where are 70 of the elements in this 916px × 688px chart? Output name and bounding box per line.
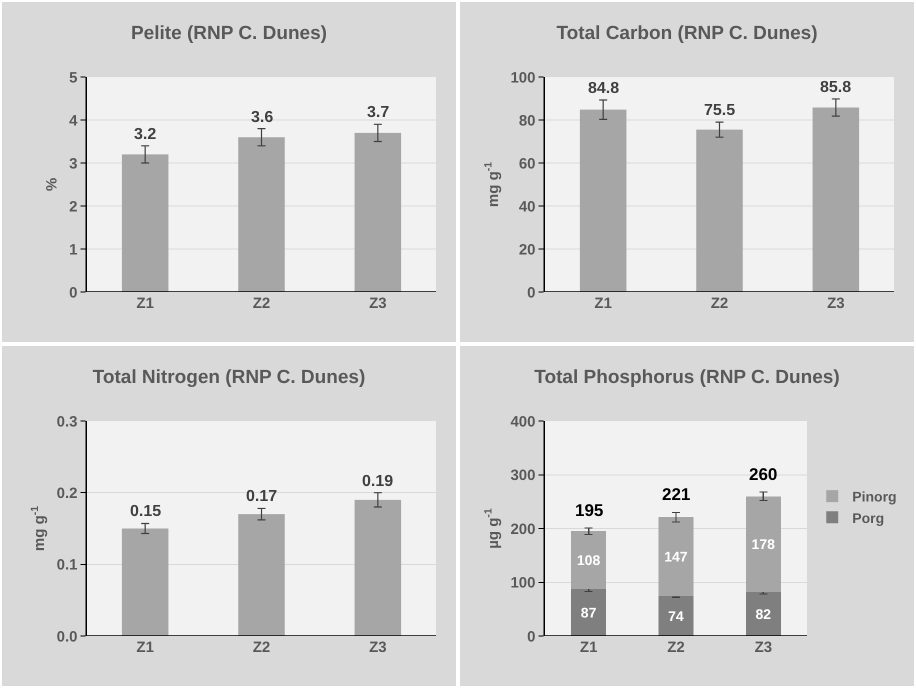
data-label: 147 [664,548,688,565]
y-tick-label: 300 [510,467,536,484]
x-tick-label: Z2 [710,295,728,312]
chart-title: Total Carbon (RNP C. Dunes) [556,23,818,44]
bar [122,154,168,292]
data-label: 85.8 [820,79,852,96]
y-tick-label: 0.0 [56,628,78,646]
y-tick-label: 100 [510,69,536,86]
data-label: 3.6 [251,109,274,126]
bar [354,132,402,292]
data-label: 3.2 [134,126,156,143]
data-label: 178 [752,536,776,552]
bar [658,517,694,596]
y-tick-label: 0 [69,284,78,302]
y-tick-label: 2 [69,198,78,216]
bar [571,531,606,590]
bar [580,110,626,292]
x-tick-label: Z1 [594,295,612,312]
bar [658,596,694,636]
y-tick-label: 5 [69,69,78,86]
legend-label: Pinorg [852,488,897,505]
bar [812,108,860,292]
y-tick-label: 200 [510,520,536,538]
data-label: 3.7 [367,104,390,121]
x-tick-label: Z1 [136,639,154,656]
data-label: 0.15 [130,503,162,520]
chart-title: Pelite (RNP C. Dunes) [130,23,328,44]
data-label: 84.8 [588,80,620,97]
bar [238,137,285,292]
chart-title: Total Phosphorus (RNP C. Dunes) [534,367,840,388]
data-label: 0.17 [246,488,278,505]
x-tick-label: Z1 [580,639,598,656]
x-tick-label: Z3 [369,639,387,656]
x-tick-label: Z2 [667,639,685,656]
y-tick-label: 0.3 [56,413,78,430]
y-tick-label: 0 [527,284,536,302]
y-tick-label: 20 [518,241,536,258]
y-tick-label: 1 [69,241,78,258]
y-tick-label: 400 [510,413,536,430]
data-label: 0.19 [362,473,394,490]
bar [696,130,743,292]
data-label: 87 [580,604,597,621]
y-tick-label: 0.2 [56,484,78,502]
x-tick-label: Z2 [252,639,270,656]
total-label: 260 [749,465,778,484]
x-tick-label: Z1 [136,295,154,312]
data-label: 108 [576,552,600,568]
total-label: 221 [662,485,690,504]
data-label: 75.5 [704,102,736,119]
bar [571,589,606,636]
data-label: 82 [755,606,772,622]
y-tick-label: 4 [69,112,78,130]
y-tick-label: 80 [518,112,536,130]
bar [746,592,781,636]
y-tick-label: 3 [69,155,78,172]
bar [746,496,781,592]
x-tick-label: Z3 [369,295,387,312]
y-tick-label: 60 [518,155,536,172]
total-label: 195 [575,501,604,520]
x-tick-label: Z3 [754,639,772,656]
legend-label: Porg [852,510,884,526]
chart-title: Total Nitrogen (RNP C. Dunes) [92,367,366,388]
data-label: 74 [668,608,684,624]
y-tick-label: 100 [510,574,536,592]
x-tick-label: Z3 [827,295,845,312]
x-tick-label: Z2 [252,295,270,312]
y-tick-label: 0 [527,628,536,646]
y-tick-label: 40 [518,198,536,216]
y-axis-title: % [44,178,61,192]
y-tick-label: 0.1 [56,556,78,574]
